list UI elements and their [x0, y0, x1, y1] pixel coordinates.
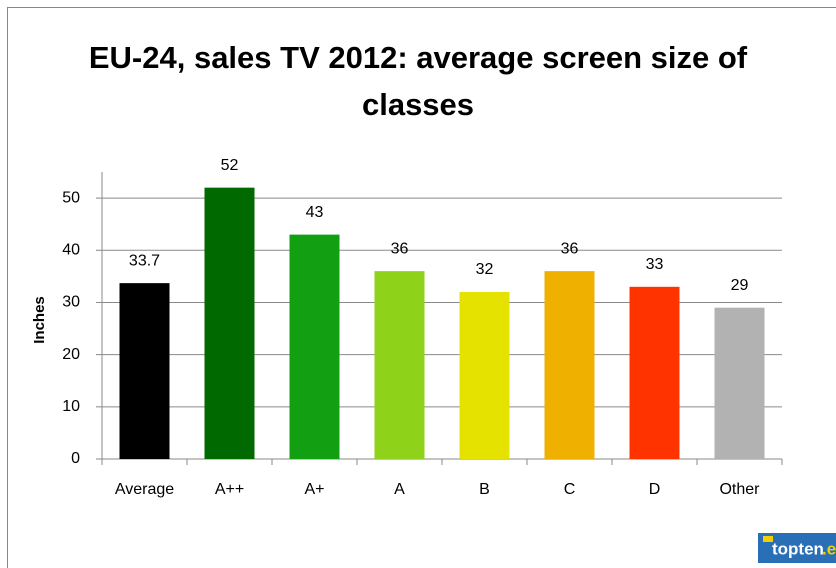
bar	[544, 271, 595, 459]
x-tick-label: C	[564, 481, 576, 498]
bar	[119, 283, 170, 459]
chart-frame	[7, 7, 836, 568]
x-tick-label: Other	[719, 481, 760, 498]
y-tick-label: 30	[62, 294, 80, 311]
data-label: 36	[561, 240, 579, 257]
y-axis-label: Inches	[31, 296, 48, 344]
bar	[714, 307, 765, 459]
x-tick-label: D	[649, 481, 661, 498]
bar	[459, 292, 510, 459]
y-tick-label: 20	[62, 346, 80, 363]
y-tick-label: 0	[71, 450, 80, 467]
logo-name: topten	[772, 539, 824, 558]
logo-suffix: .eu	[822, 539, 836, 558]
data-label: 33.7	[129, 252, 160, 269]
y-tick-label: 10	[62, 398, 80, 415]
bar	[629, 286, 680, 459]
data-label: 33	[646, 256, 664, 273]
data-label: 43	[306, 204, 324, 221]
data-label: 52	[221, 157, 239, 174]
x-tick-label: A++	[215, 481, 244, 498]
bar	[289, 234, 340, 459]
x-tick-label: A+	[304, 481, 324, 498]
chart-title: EU-24, sales TV 2012: average screen siz…	[88, 40, 748, 122]
data-label: 29	[731, 277, 749, 294]
logo: topten .eu	[758, 533, 836, 563]
x-tick-label: Average	[115, 481, 174, 498]
bar	[204, 187, 255, 459]
y-tick-label: 40	[62, 241, 80, 258]
x-tick-label: A	[394, 481, 405, 498]
y-tick-label: 50	[62, 189, 80, 206]
data-label: 36	[391, 240, 409, 257]
logo-icon	[763, 536, 773, 542]
bar	[374, 271, 425, 459]
data-label: 32	[476, 261, 494, 278]
x-tick-label: B	[479, 481, 490, 498]
